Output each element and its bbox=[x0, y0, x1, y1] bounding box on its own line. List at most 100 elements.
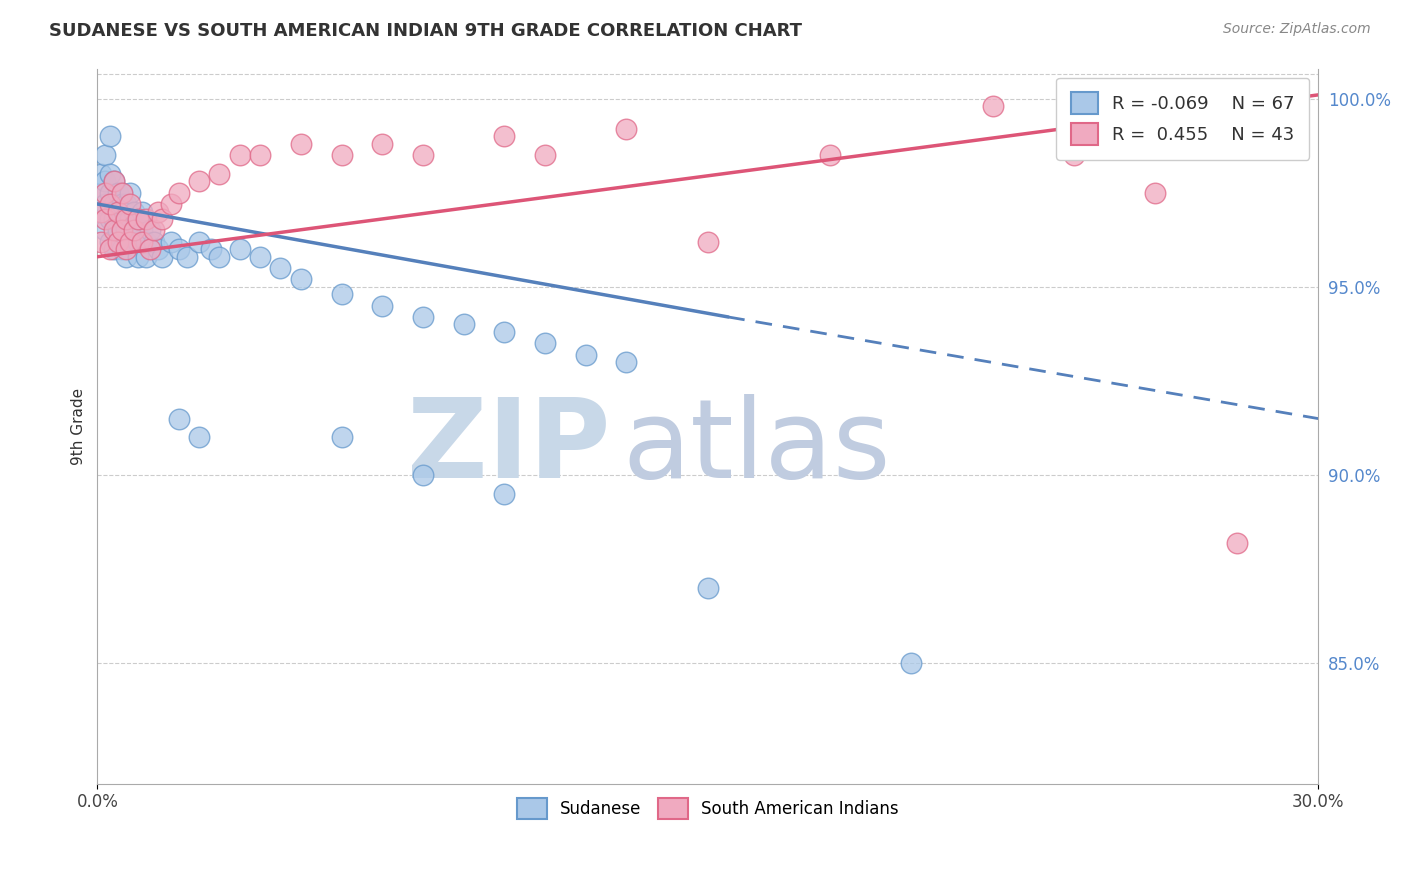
Point bbox=[111, 186, 134, 200]
Point bbox=[111, 242, 134, 256]
Point bbox=[453, 318, 475, 332]
Y-axis label: 9th Grade: 9th Grade bbox=[72, 387, 86, 465]
Point bbox=[188, 174, 211, 188]
Text: atlas: atlas bbox=[623, 394, 891, 501]
Point bbox=[131, 204, 153, 219]
Point bbox=[167, 242, 190, 256]
Point bbox=[290, 272, 312, 286]
Point bbox=[249, 148, 271, 162]
Point bbox=[94, 223, 117, 237]
Point bbox=[229, 242, 252, 256]
Point bbox=[135, 250, 157, 264]
Point bbox=[148, 242, 170, 256]
Point bbox=[90, 235, 112, 249]
Point bbox=[290, 136, 312, 151]
Point bbox=[127, 235, 149, 249]
Point bbox=[111, 197, 134, 211]
Point bbox=[115, 223, 138, 237]
Point bbox=[135, 235, 157, 249]
Point bbox=[98, 186, 121, 200]
Point bbox=[152, 212, 174, 227]
Point bbox=[269, 260, 291, 275]
Point bbox=[330, 287, 353, 301]
Point bbox=[371, 299, 394, 313]
Point bbox=[98, 242, 121, 256]
Legend: Sudanese, South American Indians: Sudanese, South American Indians bbox=[510, 792, 905, 825]
Point bbox=[159, 197, 181, 211]
Point bbox=[103, 174, 125, 188]
Point bbox=[249, 250, 271, 264]
Point bbox=[152, 250, 174, 264]
Point bbox=[534, 148, 557, 162]
Point bbox=[494, 325, 516, 339]
Point bbox=[107, 186, 129, 200]
Point bbox=[98, 235, 121, 249]
Point bbox=[131, 223, 153, 237]
Point bbox=[103, 212, 125, 227]
Point bbox=[188, 235, 211, 249]
Point bbox=[90, 167, 112, 181]
Point bbox=[103, 223, 125, 237]
Point bbox=[111, 223, 134, 237]
Point bbox=[94, 197, 117, 211]
Point bbox=[139, 242, 162, 256]
Point bbox=[111, 212, 134, 227]
Point bbox=[167, 411, 190, 425]
Point bbox=[534, 336, 557, 351]
Text: ZIP: ZIP bbox=[406, 394, 610, 501]
Point bbox=[176, 250, 198, 264]
Point bbox=[118, 235, 141, 249]
Point bbox=[127, 212, 149, 227]
Point bbox=[107, 223, 129, 237]
Point bbox=[494, 487, 516, 501]
Point bbox=[107, 235, 129, 249]
Point bbox=[696, 581, 718, 595]
Point bbox=[103, 197, 125, 211]
Point bbox=[330, 430, 353, 444]
Point bbox=[135, 212, 157, 227]
Point bbox=[98, 212, 121, 227]
Point bbox=[98, 197, 121, 211]
Point bbox=[118, 212, 141, 227]
Point bbox=[111, 186, 134, 200]
Point bbox=[94, 186, 117, 200]
Point bbox=[143, 235, 166, 249]
Point bbox=[208, 167, 231, 181]
Point bbox=[94, 212, 117, 227]
Point bbox=[90, 204, 112, 219]
Point bbox=[371, 136, 394, 151]
Point bbox=[107, 204, 129, 219]
Point bbox=[94, 174, 117, 188]
Point bbox=[118, 197, 141, 211]
Point bbox=[118, 235, 141, 249]
Point bbox=[1063, 148, 1085, 162]
Point bbox=[103, 174, 125, 188]
Point bbox=[131, 235, 153, 249]
Point bbox=[115, 242, 138, 256]
Point bbox=[118, 186, 141, 200]
Point bbox=[139, 223, 162, 237]
Point bbox=[900, 657, 922, 671]
Point bbox=[330, 148, 353, 162]
Point bbox=[200, 242, 222, 256]
Point bbox=[412, 148, 434, 162]
Text: Source: ZipAtlas.com: Source: ZipAtlas.com bbox=[1223, 22, 1371, 37]
Point bbox=[159, 235, 181, 249]
Point bbox=[1226, 536, 1249, 550]
Point bbox=[90, 204, 112, 219]
Point bbox=[981, 99, 1004, 113]
Point bbox=[575, 348, 598, 362]
Point bbox=[90, 186, 112, 200]
Point bbox=[494, 129, 516, 144]
Point bbox=[98, 167, 121, 181]
Point bbox=[188, 430, 211, 444]
Text: SUDANESE VS SOUTH AMERICAN INDIAN 9TH GRADE CORRELATION CHART: SUDANESE VS SOUTH AMERICAN INDIAN 9TH GR… bbox=[49, 22, 803, 40]
Point bbox=[208, 250, 231, 264]
Point bbox=[122, 223, 145, 237]
Point bbox=[412, 310, 434, 324]
Point bbox=[98, 129, 121, 144]
Point bbox=[616, 121, 638, 136]
Point bbox=[115, 250, 138, 264]
Point bbox=[818, 148, 841, 162]
Point bbox=[115, 197, 138, 211]
